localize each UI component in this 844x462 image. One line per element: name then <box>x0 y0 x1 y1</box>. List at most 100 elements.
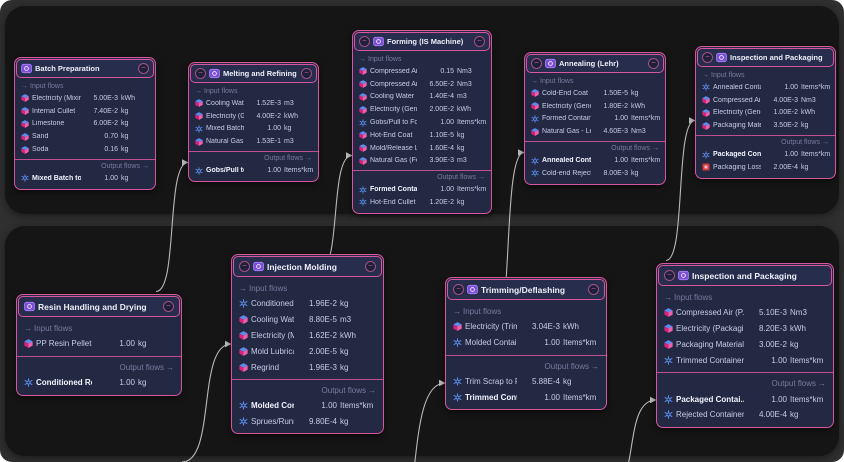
flow-row-trim-scrap-to-regri[interactable]: Trim Scrap to Regri... 5.88E-4kg <box>446 374 606 390</box>
flow-row-packaging-materials[interactable]: Packaging Materials 3.50E-2kg <box>696 119 835 132</box>
process-node-batch-preparation[interactable]: Batch Preparation − → Input flows Electricit… <box>14 57 156 190</box>
node-header[interactable]: − Injection Molding − <box>233 256 382 277</box>
gear-flow-icon <box>453 338 462 347</box>
flow-amount: 1.00 <box>267 125 281 133</box>
flow-row-packaging-loss[interactable]: Packaging Loss 2.00E-4 kg <box>696 161 835 174</box>
input-flows-label: → Input flows <box>353 52 491 65</box>
flow-row-cold-end-coat[interactable]: Cold-End Coat 1.50E-5 kg <box>525 87 665 100</box>
node-header[interactable]: − Trimming/Deflashing − <box>447 279 605 300</box>
collapse-inputs-icon[interactable]: − <box>453 284 464 295</box>
flow-unit: Items*km <box>457 119 487 127</box>
flow-row-hot-end-cullet[interactable]: Hot-End Cullet 1.20E-2 kg <box>353 196 491 209</box>
cube-flow-icon <box>359 80 367 89</box>
collapse-outputs-icon[interactable]: − <box>588 284 599 295</box>
flow-row-mold-release-lubes[interactable]: Mold/Release Lubes 1.60E-4kg <box>353 142 491 155</box>
flow-row-compressed-air-p[interactable]: Compressed Air (P... 5.10E-3 Nm3 <box>657 305 833 321</box>
flow-row-pp-resin-pellets[interactable]: PP Resin Pellets 1.00 kg <box>17 336 181 352</box>
node-header[interactable]: Resin Handling and Drying − <box>18 296 180 317</box>
collapse-inputs-icon[interactable]: − <box>195 68 206 79</box>
node-header[interactable]: − Inspection and Packaging <box>658 265 832 286</box>
node-header[interactable]: − Melting and Refining − <box>190 64 317 83</box>
collapse-inputs-icon[interactable]: − <box>664 270 675 281</box>
process-node-annealing-lehr[interactable]: − Annealing (Lehr) − → Input flows Cold-End C… <box>524 52 666 185</box>
flow-amount: 1.00 <box>119 339 135 349</box>
flow-row-conditioned-resin[interactable]: Conditioned Resin 1.96E-2kg <box>232 296 383 312</box>
collapse-outputs-icon[interactable]: − <box>301 68 312 79</box>
collapse-outputs-icon[interactable]: − <box>365 261 376 272</box>
flow-row-internal-cullet[interactable]: Internal Cullet 7.40E-2 kg <box>15 105 155 118</box>
flow-row-regrind[interactable]: Regrind 1.96E-3 kg <box>232 359 383 375</box>
process-node-resin-handling-and-drying[interactable]: Resin Handling and Drying − → Input flows PP… <box>16 294 182 396</box>
gear-flow-icon <box>195 125 203 133</box>
collapse-outputs-icon[interactable]: − <box>163 301 174 312</box>
flow-row-limestone[interactable]: Limestone 6.00E-2 kg <box>15 118 155 131</box>
collapse-outputs-icon[interactable]: − <box>138 63 149 74</box>
node-header[interactable]: − Annealing (Lehr) − <box>526 54 664 73</box>
process-node-inspection-and-packaging-plastic[interactable]: − Inspection and Packaging → Input flows Com… <box>656 263 834 428</box>
node-header[interactable]: Batch Preparation − <box>16 59 154 78</box>
cube-flow-icon <box>359 93 367 101</box>
node-header[interactable]: − Forming (IS Machine) − <box>354 32 490 51</box>
collapse-inputs-icon[interactable]: − <box>239 261 250 272</box>
flow-row-natural-gas-furnace[interactable]: Natural Gas (Furnace) 1.53E-1m3 <box>189 135 318 148</box>
flow-row-hot-end-coat[interactable]: Hot-End Coat 1.10E-5 kg <box>353 129 491 142</box>
collapse-outputs-icon[interactable]: − <box>648 58 659 69</box>
flow-row-sprues-runner-scra[interactable]: Sprues/Runner Scra... 9.80E-4kg <box>232 414 383 430</box>
flow-unit: kg <box>138 378 147 388</box>
node-header[interactable]: − Inspection and Packaging <box>697 48 834 67</box>
flow-row-cooling-water[interactable]: Cooling Water 8.80E-5m3 <box>232 312 383 328</box>
flow-row-natural-gas-foreha[interactable]: Natural Gas (Foreha... 3.90E-3m3 <box>353 154 491 167</box>
collapse-inputs-icon[interactable]: − <box>531 58 542 69</box>
flow-row-soda[interactable]: Soda 0.16 kg <box>15 143 155 156</box>
flow-row-cold-end-rejects-to[interactable]: Cold-end Rejects to... 8.00E-3kg <box>525 167 665 180</box>
flow-row-sand[interactable]: Sand 0.70 kg <box>15 130 155 143</box>
flow-amount: 2.00E-4 <box>773 163 798 171</box>
process-node-trimming-deflashing[interactable]: − Trimming/Deflashing − → Input flows Electri… <box>445 277 607 411</box>
process-node-melting-and-refining[interactable]: − Melting and Refining − → Input flows Coolin… <box>188 62 319 182</box>
process-node-inspection-and-packaging-glass[interactable]: − Inspection and Packaging → Input flows Ann… <box>695 46 836 179</box>
collapse-inputs-icon[interactable]: − <box>359 36 370 47</box>
collapse-inputs-icon[interactable]: − <box>702 52 713 63</box>
flow-amount: 8.80E-5 <box>308 315 337 325</box>
flow-row-cooling-water[interactable]: Cooling Water 1.52E-3m3 <box>189 97 318 110</box>
flow-row-cooling-water[interactable]: Cooling Water 1.40E-4 m3 <box>353 91 491 104</box>
collapse-outputs-icon[interactable]: − <box>474 36 485 47</box>
process-node-forming-is-machine[interactable]: − Forming (IS Machine) − → Input flows Compre… <box>352 30 492 214</box>
flow-name: Cooling Water <box>206 99 244 107</box>
flow-row-rejected-container[interactable]: Rejected Container... 4.00E-4 kg <box>657 407 833 423</box>
flow-row-mold-lubricant-release[interactable]: Mold Lubricant/Release ... 2.00E-5kg <box>232 343 383 359</box>
flow-unit: m3 <box>340 315 352 325</box>
flow-row-packaging-materials[interactable]: Packaging Materials 3.00E-2 kg <box>657 337 833 353</box>
process-node-injection-molding[interactable]: − Injection Molding − → Input flows Condition… <box>231 254 384 435</box>
